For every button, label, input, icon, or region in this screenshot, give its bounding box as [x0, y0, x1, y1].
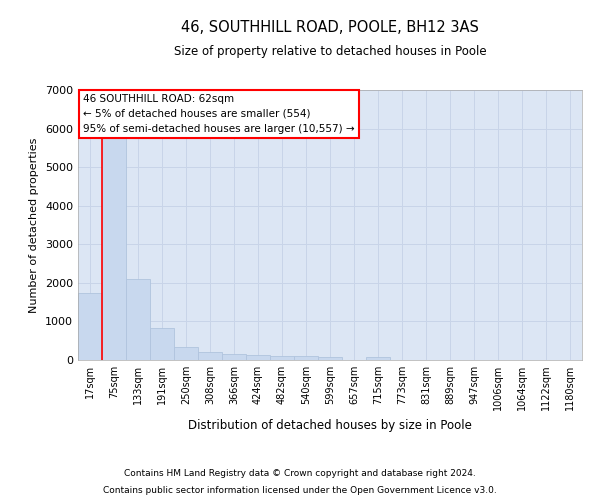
X-axis label: Distribution of detached houses by size in Poole: Distribution of detached houses by size … [188, 418, 472, 432]
Bar [318, 356, 342, 360]
Bar [150, 328, 174, 360]
Text: Contains HM Land Registry data © Crown copyright and database right 2024.: Contains HM Land Registry data © Crown c… [124, 468, 476, 477]
Bar [126, 279, 150, 360]
Bar [366, 357, 390, 360]
Text: 46 SOUTHHILL ROAD: 62sqm
← 5% of detached houses are smaller (554)
95% of semi-d: 46 SOUTHHILL ROAD: 62sqm ← 5% of detache… [83, 94, 355, 134]
Y-axis label: Number of detached properties: Number of detached properties [29, 138, 40, 312]
Bar [294, 356, 318, 360]
Bar [222, 354, 246, 360]
Bar [78, 292, 102, 360]
Text: Contains public sector information licensed under the Open Government Licence v3: Contains public sector information licen… [103, 486, 497, 495]
Text: 46, SOUTHHILL ROAD, POOLE, BH12 3AS: 46, SOUTHHILL ROAD, POOLE, BH12 3AS [181, 20, 479, 35]
Bar [102, 132, 126, 360]
Text: Size of property relative to detached houses in Poole: Size of property relative to detached ho… [173, 45, 487, 58]
Bar [198, 352, 222, 360]
Bar [246, 355, 270, 360]
Bar [270, 356, 294, 360]
Bar [174, 348, 198, 360]
